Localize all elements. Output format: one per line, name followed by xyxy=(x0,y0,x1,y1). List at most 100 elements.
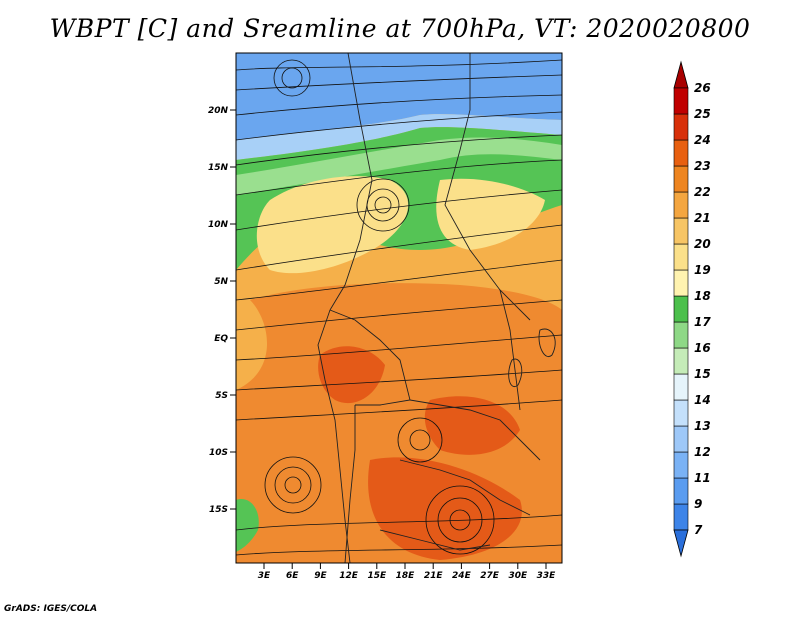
colorbar-label: 23 xyxy=(694,159,711,173)
coastline-west xyxy=(317,309,351,563)
colorbar-label: 15 xyxy=(694,367,711,381)
lat-label: 15N xyxy=(208,163,229,173)
colorbar-box xyxy=(673,373,689,401)
lon-label: 30E xyxy=(508,571,528,581)
lat-label: 20N xyxy=(208,106,229,116)
colorbar-bottom-triangle xyxy=(673,529,689,558)
field-yellow-sahel xyxy=(256,176,409,274)
colorbar-label: 12 xyxy=(694,445,711,459)
lat-label: 10N xyxy=(208,220,229,230)
streamline xyxy=(236,544,562,556)
colorbar-top-triangle xyxy=(673,60,689,89)
field-red-south xyxy=(368,457,522,560)
lon-label: 18E xyxy=(396,571,416,581)
streamlines xyxy=(236,59,562,556)
colorbar-label: 9 xyxy=(694,497,702,511)
latitude-axis: 20N 15N 10N 5N EQ 5S 10S 15S xyxy=(208,106,236,515)
streamline xyxy=(236,94,562,116)
vortex-southwest xyxy=(284,476,302,494)
colorbar-label: 26 xyxy=(694,81,711,95)
colorbar-label: 7 xyxy=(694,523,703,537)
field-lightblue-north xyxy=(236,114,562,160)
colorbar-box xyxy=(673,87,689,115)
lat-label: 10S xyxy=(209,448,228,458)
colorbar-box xyxy=(673,451,689,479)
page-title: WBPT [C] and Sreamline at 700hPa, VT: 20… xyxy=(49,14,751,43)
lon-label: 6E xyxy=(286,571,299,581)
colorbar-box xyxy=(673,243,689,271)
lon-label: 9E xyxy=(314,571,327,581)
field-red-east xyxy=(424,396,520,455)
colorbar-box xyxy=(673,321,689,349)
colorbar-label: 16 xyxy=(694,341,711,355)
vortex-north xyxy=(273,59,311,97)
lat-label: EQ xyxy=(214,334,228,344)
colorbar-label: 18 xyxy=(694,289,711,303)
colorbar-label: 14 xyxy=(694,393,711,407)
vortex-sahel xyxy=(356,178,410,232)
colorbar-label: 20 xyxy=(694,237,711,251)
streamline xyxy=(236,369,562,391)
streamline xyxy=(236,334,562,361)
lon-label: 12E xyxy=(339,571,359,581)
streamline xyxy=(236,74,562,91)
colorbar-box xyxy=(673,165,689,193)
streamline xyxy=(236,189,562,231)
colorbar-box xyxy=(673,503,689,531)
field-red-congo xyxy=(318,346,385,404)
border xyxy=(329,309,411,406)
lon-label: 15E xyxy=(367,571,387,581)
colorbar-label: 19 xyxy=(694,263,711,277)
lat-label: 15S xyxy=(209,505,228,515)
vortex-south xyxy=(425,485,495,555)
streamline xyxy=(236,259,562,301)
vortex-north xyxy=(281,67,303,89)
field-blue-north xyxy=(236,53,562,140)
colorbar: 7 9 11 12 13 14 15 16 17 18 19 20 21 22 23 24 25 26 xyxy=(673,60,711,558)
colorbar-label: 24 xyxy=(694,133,711,147)
colorbar-label: 25 xyxy=(694,107,711,121)
map-frame xyxy=(235,52,563,564)
field-yellow-east xyxy=(436,178,545,250)
lat-label: 5S xyxy=(215,391,228,401)
streamline xyxy=(236,224,562,271)
colorbar-box xyxy=(673,139,689,167)
colorbar-label: 21 xyxy=(694,211,711,225)
lon-label: 27E xyxy=(480,571,500,581)
vortex-southwest xyxy=(274,466,312,504)
border xyxy=(499,289,521,411)
country-borders xyxy=(317,53,556,563)
vortex-central xyxy=(397,417,443,463)
colorbar-label: 17 xyxy=(694,315,711,329)
lon-label: 24E xyxy=(452,571,472,581)
colorbar-label: 13 xyxy=(694,419,711,433)
vortex-central xyxy=(409,429,431,451)
colorbar-label: 22 xyxy=(694,185,711,199)
field-green-southwest xyxy=(236,499,259,552)
streamline xyxy=(236,59,562,71)
colorbar-box xyxy=(673,477,689,505)
lake-outline xyxy=(538,328,556,358)
colorbar-box xyxy=(673,113,689,141)
colorbar-box xyxy=(673,217,689,245)
vortex-southwest xyxy=(264,456,322,514)
grads-credit: GrADS: IGES/COLA xyxy=(4,604,98,614)
border xyxy=(379,529,491,551)
vortex-south xyxy=(449,509,471,531)
vortex-south xyxy=(437,497,483,543)
colorbar-label: 11 xyxy=(694,471,711,485)
longitude-axis: 3E 6E 9E 12E 15E 18E 21E 24E 27E 30E 33E xyxy=(258,563,556,581)
colorbar-box xyxy=(673,347,689,375)
lat-label: 5N xyxy=(214,277,228,287)
lon-label: 3E xyxy=(258,571,271,581)
border xyxy=(344,405,356,563)
wbpt-field xyxy=(236,53,562,563)
streamline xyxy=(236,134,562,166)
colorbar-box xyxy=(673,399,689,427)
lon-label: 21E xyxy=(424,571,444,581)
colorbar-box xyxy=(673,295,689,323)
streamline xyxy=(236,514,562,531)
streamline xyxy=(236,159,562,196)
border xyxy=(399,459,531,516)
border xyxy=(409,399,541,461)
